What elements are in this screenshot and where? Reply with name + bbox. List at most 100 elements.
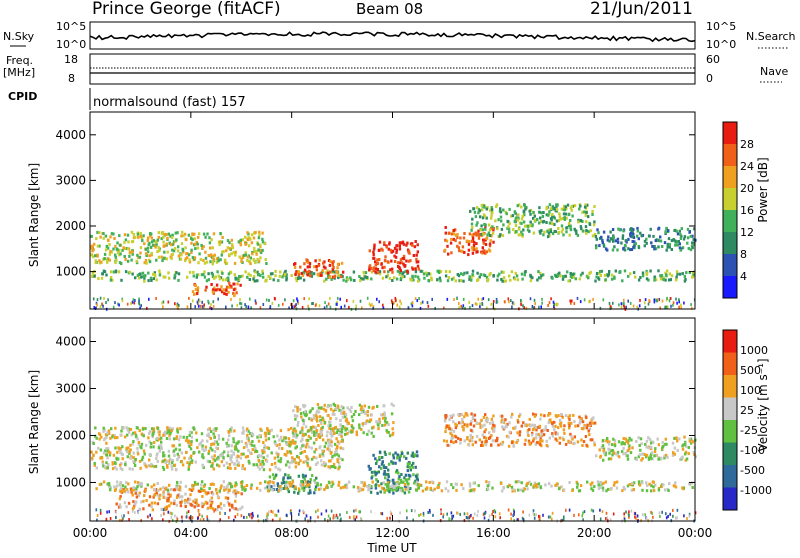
heatmap-cell xyxy=(114,426,117,430)
heatmap-cell xyxy=(567,279,570,283)
heatmap-cell xyxy=(160,513,162,517)
heatmap-cell xyxy=(454,233,458,237)
heatmap-cell xyxy=(255,463,259,467)
heatmap-cell xyxy=(620,302,623,306)
heatmap-cell xyxy=(140,304,142,308)
heatmap-cell xyxy=(633,240,636,244)
heatmap-cell xyxy=(191,299,194,303)
heatmap-cell xyxy=(262,303,265,306)
heatmap-cell xyxy=(335,269,338,273)
heatmap-cell xyxy=(235,442,238,446)
heatmap-cell xyxy=(329,305,332,309)
heatmap-cell xyxy=(450,483,453,487)
nsky-panel: N.Sky 10^5 10^0 10^5 10^0 N.Search xyxy=(3,20,796,51)
heatmap-cell xyxy=(526,431,529,435)
heatmap-cell xyxy=(383,466,386,470)
heatmap-cell xyxy=(552,215,555,219)
heatmap-cell xyxy=(648,482,651,486)
heatmap-cell xyxy=(470,276,473,280)
heatmap-cell xyxy=(279,270,282,274)
heatmap-cell xyxy=(687,452,690,456)
heatmap-cell xyxy=(253,444,256,448)
heatmap-cell xyxy=(241,464,245,468)
heatmap-cell xyxy=(193,232,196,236)
heatmap-cell xyxy=(258,434,261,438)
heatmap-cell xyxy=(95,487,98,491)
heatmap-cell xyxy=(125,426,128,430)
heatmap-cell xyxy=(294,276,298,280)
heatmap-cell xyxy=(180,234,183,238)
heatmap-cell xyxy=(265,262,268,265)
heatmap-cell xyxy=(201,514,203,518)
heatmap-cell xyxy=(382,464,385,468)
heatmap-cell xyxy=(167,271,170,275)
heatmap-cell xyxy=(555,219,559,223)
heatmap-cell xyxy=(469,422,472,426)
heatmap-cell xyxy=(654,447,657,451)
cpid-row: CPID normalsound (fast) 157 xyxy=(8,88,246,110)
heatmap-cell xyxy=(192,426,195,430)
heatmap-cell xyxy=(126,259,130,263)
heatmap-cell xyxy=(187,253,191,257)
heatmap-cell xyxy=(190,251,193,254)
heatmap-cell xyxy=(310,271,313,274)
heatmap-cell xyxy=(660,484,663,488)
heatmap-cell xyxy=(234,515,237,519)
heatmap-cell xyxy=(96,514,99,517)
heatmap-cell xyxy=(601,486,605,490)
heatmap-cell xyxy=(391,431,395,435)
heatmap-cell xyxy=(93,306,96,309)
heatmap-cell xyxy=(421,300,424,304)
heatmap-cell xyxy=(383,470,386,473)
heatmap-cell xyxy=(417,483,420,487)
heatmap-cell xyxy=(564,212,568,216)
heatmap-cell xyxy=(244,251,247,255)
heatmap-cell xyxy=(179,480,182,484)
heatmap-cell xyxy=(393,260,397,263)
heatmap-cell xyxy=(207,272,210,276)
heatmap-cell xyxy=(469,209,472,213)
heatmap-cell xyxy=(227,290,230,294)
heatmap-cell xyxy=(512,228,515,232)
heatmap-cell xyxy=(265,518,267,522)
heatmap-cell xyxy=(227,434,231,438)
heatmap-cell xyxy=(612,234,615,238)
heatmap-cell xyxy=(403,455,406,459)
heatmap-cell xyxy=(173,463,177,467)
heatmap-cell xyxy=(490,417,493,421)
heatmap-cell xyxy=(286,451,289,454)
heatmap-cell xyxy=(173,273,177,277)
heatmap-cell xyxy=(370,470,374,474)
heatmap-cell xyxy=(134,433,138,437)
heatmap-cell xyxy=(518,430,522,434)
heatmap-cell xyxy=(293,305,296,309)
heatmap-cell xyxy=(494,439,497,443)
heatmap-cell xyxy=(225,461,228,465)
heatmap-cell xyxy=(500,270,503,274)
heatmap-cell xyxy=(510,299,512,302)
heatmap-cell xyxy=(563,208,567,212)
heatmap-cell xyxy=(290,426,293,430)
heatmap-cell xyxy=(132,486,135,490)
heatmap-cell xyxy=(292,434,295,438)
heatmap-cell xyxy=(299,431,302,435)
heatmap-cell xyxy=(653,298,656,302)
heatmap-cell xyxy=(571,272,574,276)
heatmap-cell xyxy=(525,306,528,310)
heatmap-cell xyxy=(650,241,653,245)
heatmap-cell xyxy=(508,421,511,425)
heatmap-cell xyxy=(417,260,420,264)
heatmap-cell xyxy=(576,296,579,300)
heatmap-cell xyxy=(521,214,524,218)
heatmap-cell xyxy=(395,277,399,281)
heatmap-cell xyxy=(449,431,452,435)
heatmap-cell xyxy=(227,272,231,276)
heatmap-cell xyxy=(284,486,288,490)
heatmap-cell xyxy=(152,432,155,435)
heatmap-cell xyxy=(410,509,413,513)
heatmap-cell xyxy=(547,482,551,486)
heatmap-cell xyxy=(378,450,382,454)
heatmap-cell xyxy=(454,440,458,444)
heatmap-cell xyxy=(281,275,284,279)
heatmap-cell xyxy=(445,439,449,443)
